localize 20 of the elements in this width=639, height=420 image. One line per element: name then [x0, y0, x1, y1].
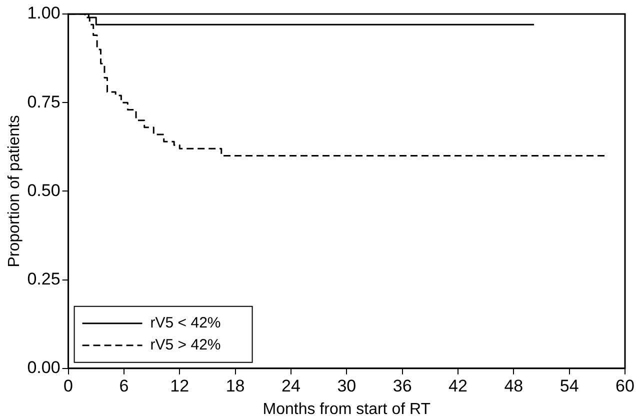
x-tick-label: 60 — [616, 376, 634, 396]
x-tick-label: 30 — [337, 376, 356, 396]
x-tick-label: 6 — [119, 376, 129, 396]
y-tick-label: 1.00 — [27, 4, 60, 23]
legend-label: rV5 > 42% — [150, 336, 221, 354]
x-tick-label: 18 — [226, 376, 245, 396]
x-tick-label: 0 — [64, 376, 74, 396]
x-tick-label: 36 — [392, 376, 412, 396]
y-tick-label: 0.75 — [27, 92, 60, 112]
x-tick-label: 48 — [504, 376, 524, 396]
legend-label: rV5 < 42% — [150, 314, 221, 332]
x-tick-label: 42 — [448, 376, 468, 396]
x-tick-label: 54 — [560, 376, 579, 396]
x-tick-label: 12 — [170, 376, 190, 396]
y-axis-title: Proportion of patients — [6, 115, 24, 268]
y-tick-label: 0.50 — [27, 180, 60, 200]
y-tick-label: 0.00 — [27, 358, 60, 378]
x-tick-label: 24 — [282, 376, 300, 396]
x-axis-title: Months from start of RT — [262, 400, 431, 418]
y-tick-label: 0.25 — [27, 269, 60, 288]
